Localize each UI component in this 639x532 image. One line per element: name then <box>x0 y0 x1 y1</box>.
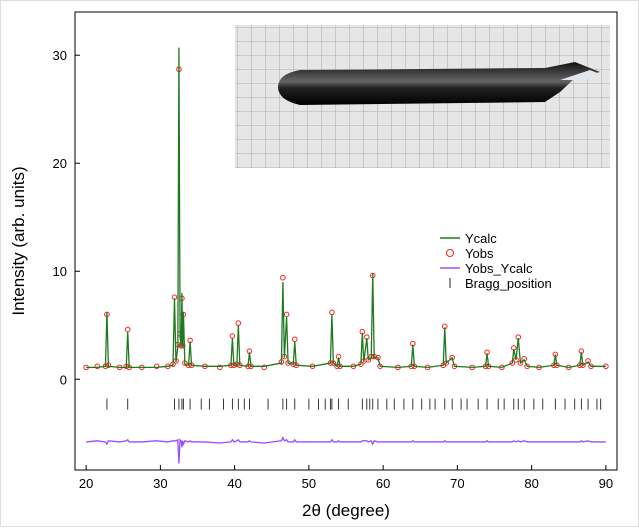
legend-label: Yobs <box>465 246 494 261</box>
obs-point <box>585 358 591 364</box>
y-tick-label: 20 <box>53 156 67 171</box>
series-line <box>86 436 606 464</box>
obs-point <box>153 363 160 370</box>
x-tick-label: 60 <box>376 476 390 491</box>
obs-point <box>261 364 268 371</box>
obs-point <box>216 364 223 371</box>
plot-area <box>74 11 618 471</box>
x-tick-label: 90 <box>599 476 613 491</box>
x-tick-label: 50 <box>302 476 316 491</box>
legend-swatch <box>446 249 454 257</box>
x-axis-label: 2θ (degree) <box>302 501 390 520</box>
inset-photo <box>235 25 610 168</box>
x-tick-label: 30 <box>153 476 167 491</box>
y-tick-label: 0 <box>60 372 67 387</box>
obs-point <box>280 274 286 281</box>
x-tick-label: 70 <box>450 476 464 491</box>
x-tick-label: 20 <box>79 476 93 491</box>
legend-label: Yobs_Ycalc <box>465 261 533 276</box>
obs-point <box>94 363 101 370</box>
x-tick-label: 80 <box>524 476 538 491</box>
y-tick-label: 10 <box>53 264 67 279</box>
series-line <box>86 47 606 369</box>
legend-label: Bragg_position <box>465 276 552 291</box>
y-axis-label: Intensity (arb. units) <box>9 166 28 315</box>
x-tick-label: 40 <box>227 476 241 491</box>
plot <box>83 47 609 464</box>
legend-label: Ycalc <box>465 231 497 246</box>
y-tick-label: 30 <box>53 48 67 63</box>
